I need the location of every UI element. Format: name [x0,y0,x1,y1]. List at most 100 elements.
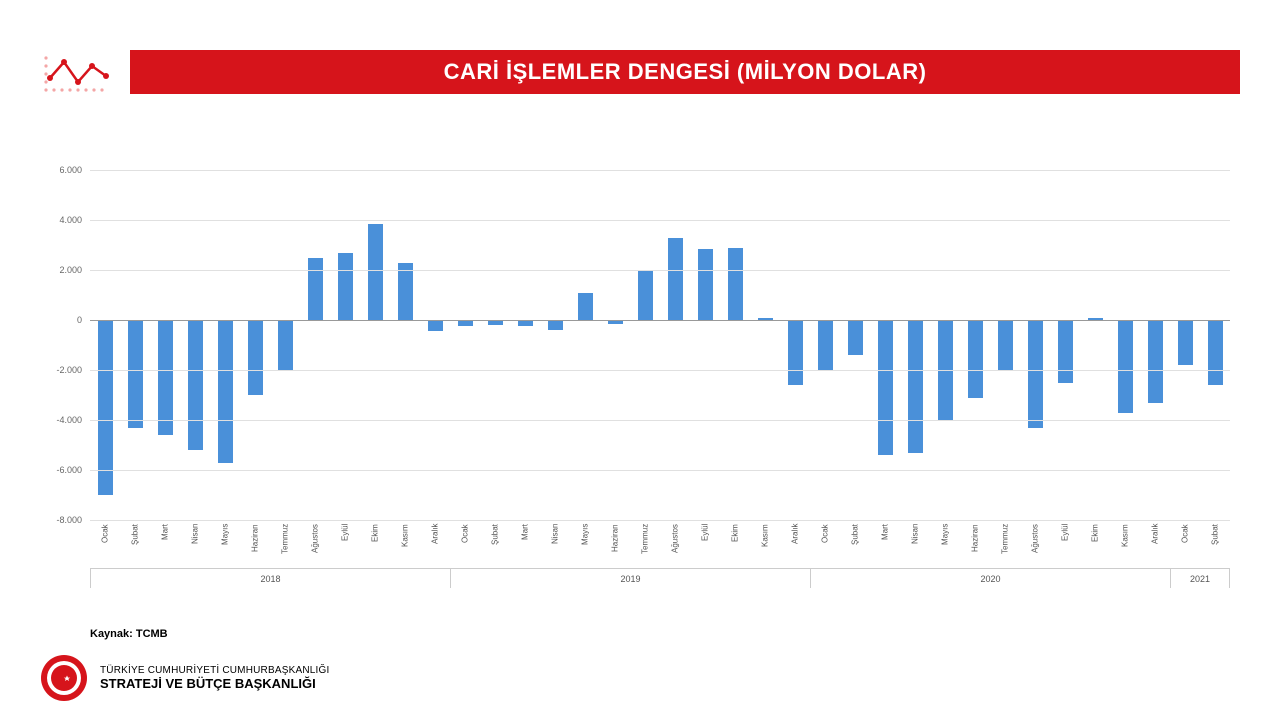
x-tick-label: Kasım [750,524,780,564]
x-tick-label: Şubat [480,524,510,564]
bar-slot [990,170,1020,520]
bar [1118,320,1133,413]
bar-slot [300,170,330,520]
x-tick-label: Temmuz [990,524,1020,564]
x-tick-label: Haziran [960,524,990,564]
bar [1148,320,1163,403]
bar [398,263,413,321]
bar [818,320,833,370]
bar [428,320,443,331]
bar-slot [240,170,270,520]
bar-slot [570,170,600,520]
x-tick-label: Ocak [810,524,840,564]
bar [368,224,383,320]
bar [848,320,863,355]
bar [278,320,293,370]
x-tick-label: Haziran [600,524,630,564]
x-tick-label: Aralık [1140,524,1170,564]
bar-slot [150,170,180,520]
year-row: 2018201920202021 [90,568,1230,588]
year-group-label: 2018 [90,568,450,588]
bar-slot [930,170,960,520]
x-tick-label: Eylül [690,524,720,564]
bar-slot [870,170,900,520]
bar [248,320,263,395]
x-tick-label: Nisan [540,524,570,564]
x-tick-label: Ağustos [660,524,690,564]
bar-slot [1080,170,1110,520]
gridline [90,470,1230,471]
bar-slot [420,170,450,520]
seal-logo-icon [40,654,88,702]
bar-slot [90,170,120,520]
bar-slot [210,170,240,520]
gridline [90,370,1230,371]
year-group-label: 2020 [810,568,1170,588]
x-tick-label: Temmuz [270,524,300,564]
bar-slot [780,170,810,520]
bar [698,249,713,320]
bar-slot [1200,170,1230,520]
bar-slot [690,170,720,520]
bar-slot [1050,170,1080,520]
gridline [90,270,1230,271]
x-tick-label: Eylül [1050,524,1080,564]
org-text: TÜRKİYE CUMHURİYETİ CUMHURBAŞKANLIĞI STR… [100,665,329,691]
bar-slot [750,170,780,520]
bar-slot [630,170,660,520]
bar [98,320,113,495]
source-label: Kaynak: TCMB [90,628,168,640]
x-tick-label: Ekim [360,524,390,564]
x-tick-label: Mayıs [210,524,240,564]
bar-slot [510,170,540,520]
x-tick-label: Mayıs [570,524,600,564]
bar-slot [600,170,630,520]
y-tick-label: 6.000 [59,165,82,175]
bar-slot [270,170,300,520]
y-tick-label: -8.000 [56,515,82,525]
bar [1208,320,1223,385]
x-tick-label: Ocak [450,524,480,564]
page-title: CARİ İŞLEMLER DENGESİ (MİLYON DOLAR) [444,59,927,85]
x-tick-label: Mart [150,524,180,564]
bar-slot [720,170,750,520]
y-tick-label: -2.000 [56,365,82,375]
bar-slot [330,170,360,520]
bar-slot [120,170,150,520]
x-tick-label: Kasım [1110,524,1140,564]
bar [788,320,803,385]
bar-slot [660,170,690,520]
x-tick-label: Mayıs [930,524,960,564]
x-tick-label: Ocak [1170,524,1200,564]
month-labels: OcakŞubatMartNisanMayısHaziranTemmuzAğus… [90,524,1230,564]
bar [908,320,923,453]
x-tick-label: Aralık [780,524,810,564]
x-tick-label: Şubat [120,524,150,564]
x-axis: OcakŞubatMartNisanMayısHaziranTemmuzAğus… [90,520,1230,590]
year-group-label: 2019 [450,568,810,588]
x-tick-label: Eylül [330,524,360,564]
bar-slot [900,170,930,520]
bar-slot [1020,170,1050,520]
bar-slot [810,170,840,520]
bar [218,320,233,463]
x-tick-label: Ocak [90,524,120,564]
org-line1: TÜRKİYE CUMHURİYETİ CUMHURBAŞKANLIĞI [100,665,329,676]
bar [878,320,893,455]
header-row: CARİ İŞLEMLER DENGESİ (MİLYON DOLAR) [40,48,1240,96]
line-chart-icon [40,48,110,96]
bar-slot [1140,170,1170,520]
gridline [90,220,1230,221]
bar-slot [180,170,210,520]
bar-slot [450,170,480,520]
bar [338,253,353,321]
title-bar: CARİ İŞLEMLER DENGESİ (MİLYON DOLAR) [130,50,1240,94]
y-tick-label: 2.000 [59,265,82,275]
plot-region: -8.000-6.000-4.000-2.00002.0004.0006.000 [90,170,1230,520]
bar [128,320,143,428]
y-tick-label: 0 [77,315,82,325]
x-tick-label: Şubat [1200,524,1230,564]
x-tick-label: Mart [510,524,540,564]
bar-slot [390,170,420,520]
x-tick-label: Mart [870,524,900,564]
